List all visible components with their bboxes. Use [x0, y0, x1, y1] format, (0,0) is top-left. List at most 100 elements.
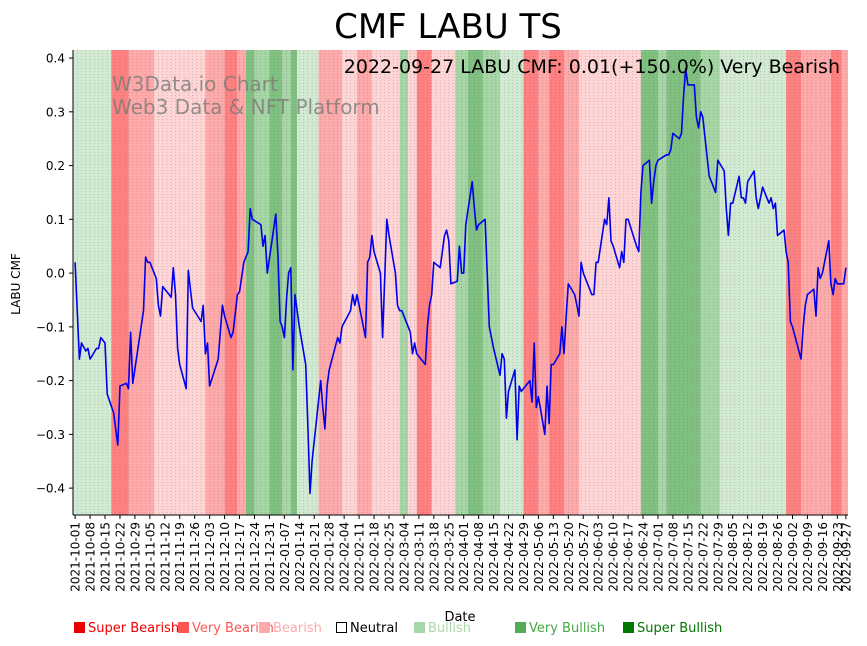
legend-label-neutral: Neutral	[350, 621, 398, 636]
x-tick-label: 2021-12-24	[248, 522, 262, 592]
band-very_bullish-33	[700, 50, 720, 515]
band-super_bearish-35	[786, 50, 802, 515]
legend-item-very-bearish: Very Bearish	[178, 621, 274, 636]
legend-swatch-super-bullish	[623, 622, 634, 633]
band-very_bullish-17	[399, 50, 409, 515]
legend-label-very-bullish: Very Bullish	[529, 621, 606, 636]
x-tick-label: 2022-01-21	[308, 522, 322, 592]
legend-swatch-very-bullish	[515, 622, 526, 633]
band-bullish-24	[499, 50, 524, 515]
x-tick-label: 2022-07-29	[711, 522, 725, 592]
x-tick-label: 2021-10-01	[69, 522, 83, 592]
x-tick-label: 2021-10-22	[114, 522, 128, 592]
x-tick-label: 2021-10-29	[128, 522, 142, 592]
legend-label-very-bearish: Very Bearish	[192, 621, 274, 636]
x-axis-label: Date	[444, 610, 475, 625]
x-tick-label: 2021-11-12	[158, 522, 172, 592]
x-tick-label: 2022-04-29	[517, 522, 531, 592]
band-super_bullish-9	[269, 50, 283, 515]
y-tick-label: −0.1	[36, 320, 65, 334]
x-tick-label: 2021-11-05	[143, 522, 157, 592]
x-tick-label: 2022-05-06	[532, 522, 546, 592]
x-tick-label: 2021-12-03	[203, 522, 217, 592]
y-axis-label: LABU CMF	[9, 253, 23, 315]
legend-label-bearish: Bearish	[273, 621, 322, 636]
band-very_bullish-31	[657, 50, 667, 515]
band-super_bearish-25	[523, 50, 539, 515]
legend-item-neutral: Neutral	[336, 621, 398, 636]
band-super_bullish-7	[245, 50, 255, 515]
legend-label-bullish: Bullish	[428, 621, 472, 636]
x-tick-label: 2021-12-17	[233, 522, 247, 592]
y-tick-label: −0.2	[36, 374, 65, 388]
y-tick-label: −0.3	[36, 428, 65, 442]
watermark-line-2: Web3 Data & NFT Platform	[112, 95, 380, 119]
legend-swatch-very-bearish	[178, 622, 189, 633]
x-tick-label: 2022-05-13	[547, 522, 561, 592]
x-tick-label: 2022-04-22	[502, 522, 516, 592]
band-very_bearish-15	[356, 50, 372, 515]
y-tick-label: 0.2	[46, 159, 65, 173]
band-very_bearish-28	[564, 50, 579, 515]
legend-label-super-bullish: Super Bullish	[637, 621, 723, 636]
legend-item-bearish: Bearish	[259, 621, 322, 636]
x-tick-label: 2022-01-14	[293, 522, 307, 592]
legend-label-super-bearish: Super Bearish	[88, 621, 180, 636]
x-tick-label: 2022-08-12	[741, 522, 755, 592]
x-tick-label: 2022-07-22	[696, 522, 710, 592]
x-tick-label: 2022-04-15	[487, 522, 501, 592]
x-tick-label: 2022-04-08	[472, 522, 486, 592]
x-tick-label: 2022-09-23	[831, 522, 845, 592]
x-tick-label: 2021-11-19	[173, 522, 187, 592]
band-bearish-16	[371, 50, 400, 515]
regime-bands	[73, 50, 848, 515]
y-tick-label: 0.0	[46, 267, 65, 281]
legend-swatch-bearish	[259, 622, 270, 633]
x-tick-label: 2022-06-17	[622, 522, 636, 592]
legend-swatch-super-bearish	[74, 622, 85, 633]
x-tick-label: 2022-08-26	[771, 522, 785, 592]
x-tick-label: 2022-03-04	[397, 522, 411, 592]
band-bearish-29	[578, 50, 641, 515]
x-tick-label: 2022-06-10	[607, 522, 621, 592]
x-tick-label: 2022-09-16	[816, 522, 830, 592]
watermark: W3Data.io Chart Web3 Data & NFT Platform	[112, 72, 380, 119]
band-bullish-0	[73, 50, 112, 515]
band-very_bullish-8	[254, 50, 270, 515]
x-tick-label: 2022-02-11	[353, 522, 367, 592]
x-tick-label: 2022-04-01	[457, 522, 471, 592]
y-axis-ticks: −0.4 −0.3 −0.2 −0.1 0.0 0.1 0.2 0.3 0.4	[36, 52, 73, 496]
band-bullish-34	[719, 50, 787, 515]
y-tick-label: 0.3	[46, 105, 65, 119]
band-very_bearish-4	[205, 50, 225, 515]
y-tick-label: −0.4	[36, 482, 65, 496]
x-tick-label: 2022-02-18	[368, 522, 382, 592]
band-bearish-18	[408, 50, 417, 515]
x-tick-label: 2022-07-08	[666, 522, 680, 592]
x-tick-label: 2022-05-27	[577, 522, 591, 592]
band-very_bullish-21	[455, 50, 468, 515]
y-tick-label: 0.4	[46, 52, 65, 66]
x-tick-label: 2021-12-10	[218, 522, 232, 592]
chart-annotation: 2022-09-27 LABU CMF: 0.01(+150.0%) Very …	[344, 56, 840, 78]
band-very_bearish-38	[841, 50, 848, 515]
x-tick-label: 2022-08-05	[726, 522, 740, 592]
x-tick-label: 2022-08-19	[756, 522, 770, 592]
x-tick-label: 2022-01-28	[323, 522, 337, 592]
x-tick-label: 2021-12-31	[263, 522, 277, 592]
legend-item-bullish: Bullish	[414, 621, 471, 636]
band-super_bearish-5	[224, 50, 238, 515]
x-tick-label: 2022-01-07	[278, 522, 292, 592]
y-tick-label: 0.1	[46, 213, 65, 227]
band-bullish-12	[297, 50, 319, 515]
x-tick-label: 2022-09-09	[801, 522, 815, 592]
x-tick-label: 2022-09-27	[839, 522, 853, 592]
legend-item-very-bullish: Very Bullish	[515, 621, 605, 636]
legend-item-super-bullish: Super Bullish	[623, 621, 722, 636]
x-tick-label: 2022-07-01	[652, 522, 666, 592]
axes-frame	[72, 50, 848, 516]
x-gridlines	[72, 50, 847, 515]
watermark-line-1: W3Data.io Chart	[112, 72, 278, 96]
band-very_bearish-26	[538, 50, 550, 515]
legend-swatch-bullish	[414, 622, 425, 633]
